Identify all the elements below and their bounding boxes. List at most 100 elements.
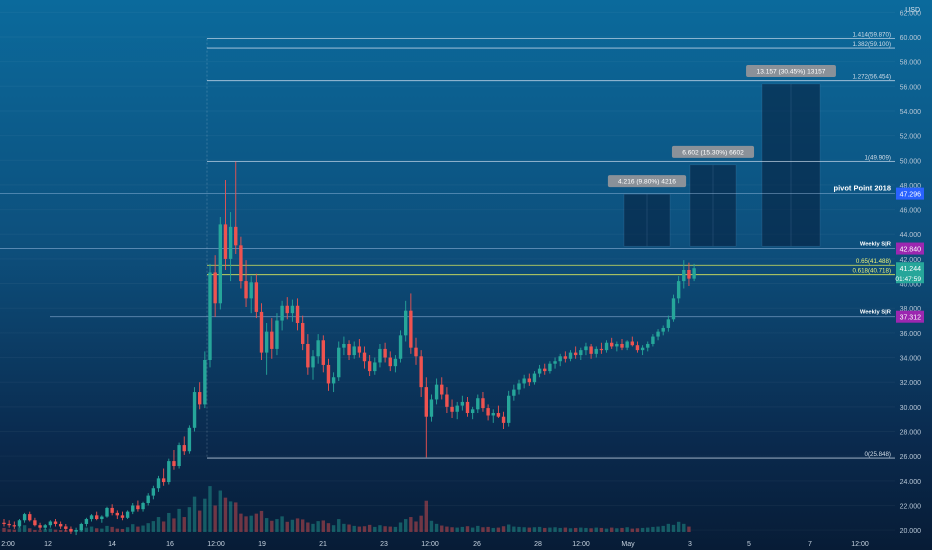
projection-label-bg — [607, 175, 687, 188]
volume-bar — [584, 527, 588, 532]
volume-bar — [100, 528, 104, 532]
volume-bar — [58, 529, 63, 532]
price-badge: 47.296 — [900, 192, 922, 199]
volume-bar — [388, 526, 392, 532]
volume-bar — [264, 518, 269, 532]
time-tick-label: 12:00 — [207, 541, 225, 548]
candle-body — [64, 526, 68, 529]
price-tick-label: 38.000 — [900, 306, 922, 313]
volume-bar — [537, 526, 542, 532]
time-tick-label: 12:00 — [572, 541, 590, 548]
candle-body — [440, 384, 444, 395]
volume-bar — [573, 527, 578, 532]
volume-bar — [512, 526, 516, 532]
volume-bar — [378, 525, 382, 532]
candle-body — [419, 356, 423, 388]
volume-bar — [543, 527, 547, 532]
volume-bar — [285, 521, 289, 532]
time-tick-label: 7 — [808, 541, 812, 548]
volume-bar — [38, 530, 42, 532]
candle-body — [239, 245, 243, 282]
candle-body — [465, 401, 470, 414]
candle-body — [604, 342, 609, 351]
projection-label-bg — [671, 145, 755, 158]
price-badge: 41.244 — [900, 266, 922, 273]
candle-body — [640, 347, 645, 351]
candle-body — [136, 505, 140, 510]
volume-bar — [156, 517, 161, 532]
volume-bar — [362, 526, 367, 532]
candle-body — [177, 445, 181, 467]
volume-bar — [424, 500, 428, 532]
volume-bar — [481, 527, 485, 532]
candle-body — [522, 378, 526, 384]
sr-line-label: Weekly S|R — [860, 310, 892, 316]
candle-body — [182, 445, 186, 452]
volume-bar — [491, 527, 495, 532]
volume-bar — [187, 507, 192, 532]
volume-bar — [213, 505, 217, 532]
volume-bar — [398, 522, 403, 532]
candle-body — [43, 525, 47, 528]
candle-body — [558, 356, 562, 362]
candle-body — [687, 270, 691, 279]
candle-body — [95, 515, 99, 520]
candle-body — [599, 348, 604, 351]
projection-box — [689, 164, 737, 247]
candle-body — [151, 488, 156, 496]
currency-label: USD — [905, 7, 920, 14]
volume-bar — [465, 526, 470, 532]
volume-bar — [110, 526, 114, 532]
candle-body — [610, 342, 614, 347]
candle-body — [275, 320, 279, 349]
candle-body — [676, 281, 681, 299]
sr-line-label: Weekly S|R — [860, 242, 892, 248]
price-tick-label: 44.000 — [900, 232, 922, 239]
candle-body — [311, 356, 315, 368]
candle-body — [295, 305, 300, 324]
candle-body — [635, 345, 640, 351]
volume-bar — [12, 529, 16, 532]
candle-body — [280, 305, 284, 321]
volume-bar — [228, 501, 233, 532]
time-tick-label: 12:00 — [851, 541, 869, 548]
volume-bar — [666, 523, 671, 532]
volume-bar — [203, 498, 207, 532]
candle-body — [161, 478, 166, 483]
volume-bar — [151, 521, 156, 532]
volume-bar — [326, 523, 331, 532]
volume-bar — [311, 523, 315, 532]
volume-bar — [115, 528, 119, 532]
volume-bar — [532, 527, 537, 532]
volume-bar — [270, 520, 274, 532]
candle-body — [362, 352, 367, 362]
volume-bar — [259, 510, 264, 532]
candle-body — [74, 530, 78, 532]
candle-body — [512, 389, 516, 396]
candle-body — [450, 406, 454, 412]
fib-level-label: 1.414(59.870) — [852, 32, 891, 39]
candle-body — [357, 346, 362, 353]
time-tick-label: May — [621, 541, 635, 548]
volume-bar — [2, 527, 6, 532]
candle-body — [12, 525, 16, 527]
candle-body — [125, 511, 130, 518]
volume-bar — [630, 528, 634, 532]
candle-body — [455, 405, 459, 412]
projection-box — [761, 83, 821, 247]
candle-body — [84, 519, 89, 524]
volume-bar — [568, 528, 573, 532]
volume-bar — [527, 527, 531, 532]
candle-body — [38, 525, 42, 528]
volume-bar — [53, 529, 58, 532]
time-tick-label: 23 — [380, 541, 388, 548]
price-tick-label: 20.000 — [900, 528, 922, 535]
volume-bar — [646, 527, 650, 532]
volume-bar — [517, 526, 521, 532]
candle-body — [198, 392, 202, 405]
volume-bar — [342, 523, 346, 532]
candle-body — [491, 413, 495, 416]
volume-bar — [409, 517, 413, 532]
price-tick-label: 22.000 — [900, 503, 922, 510]
